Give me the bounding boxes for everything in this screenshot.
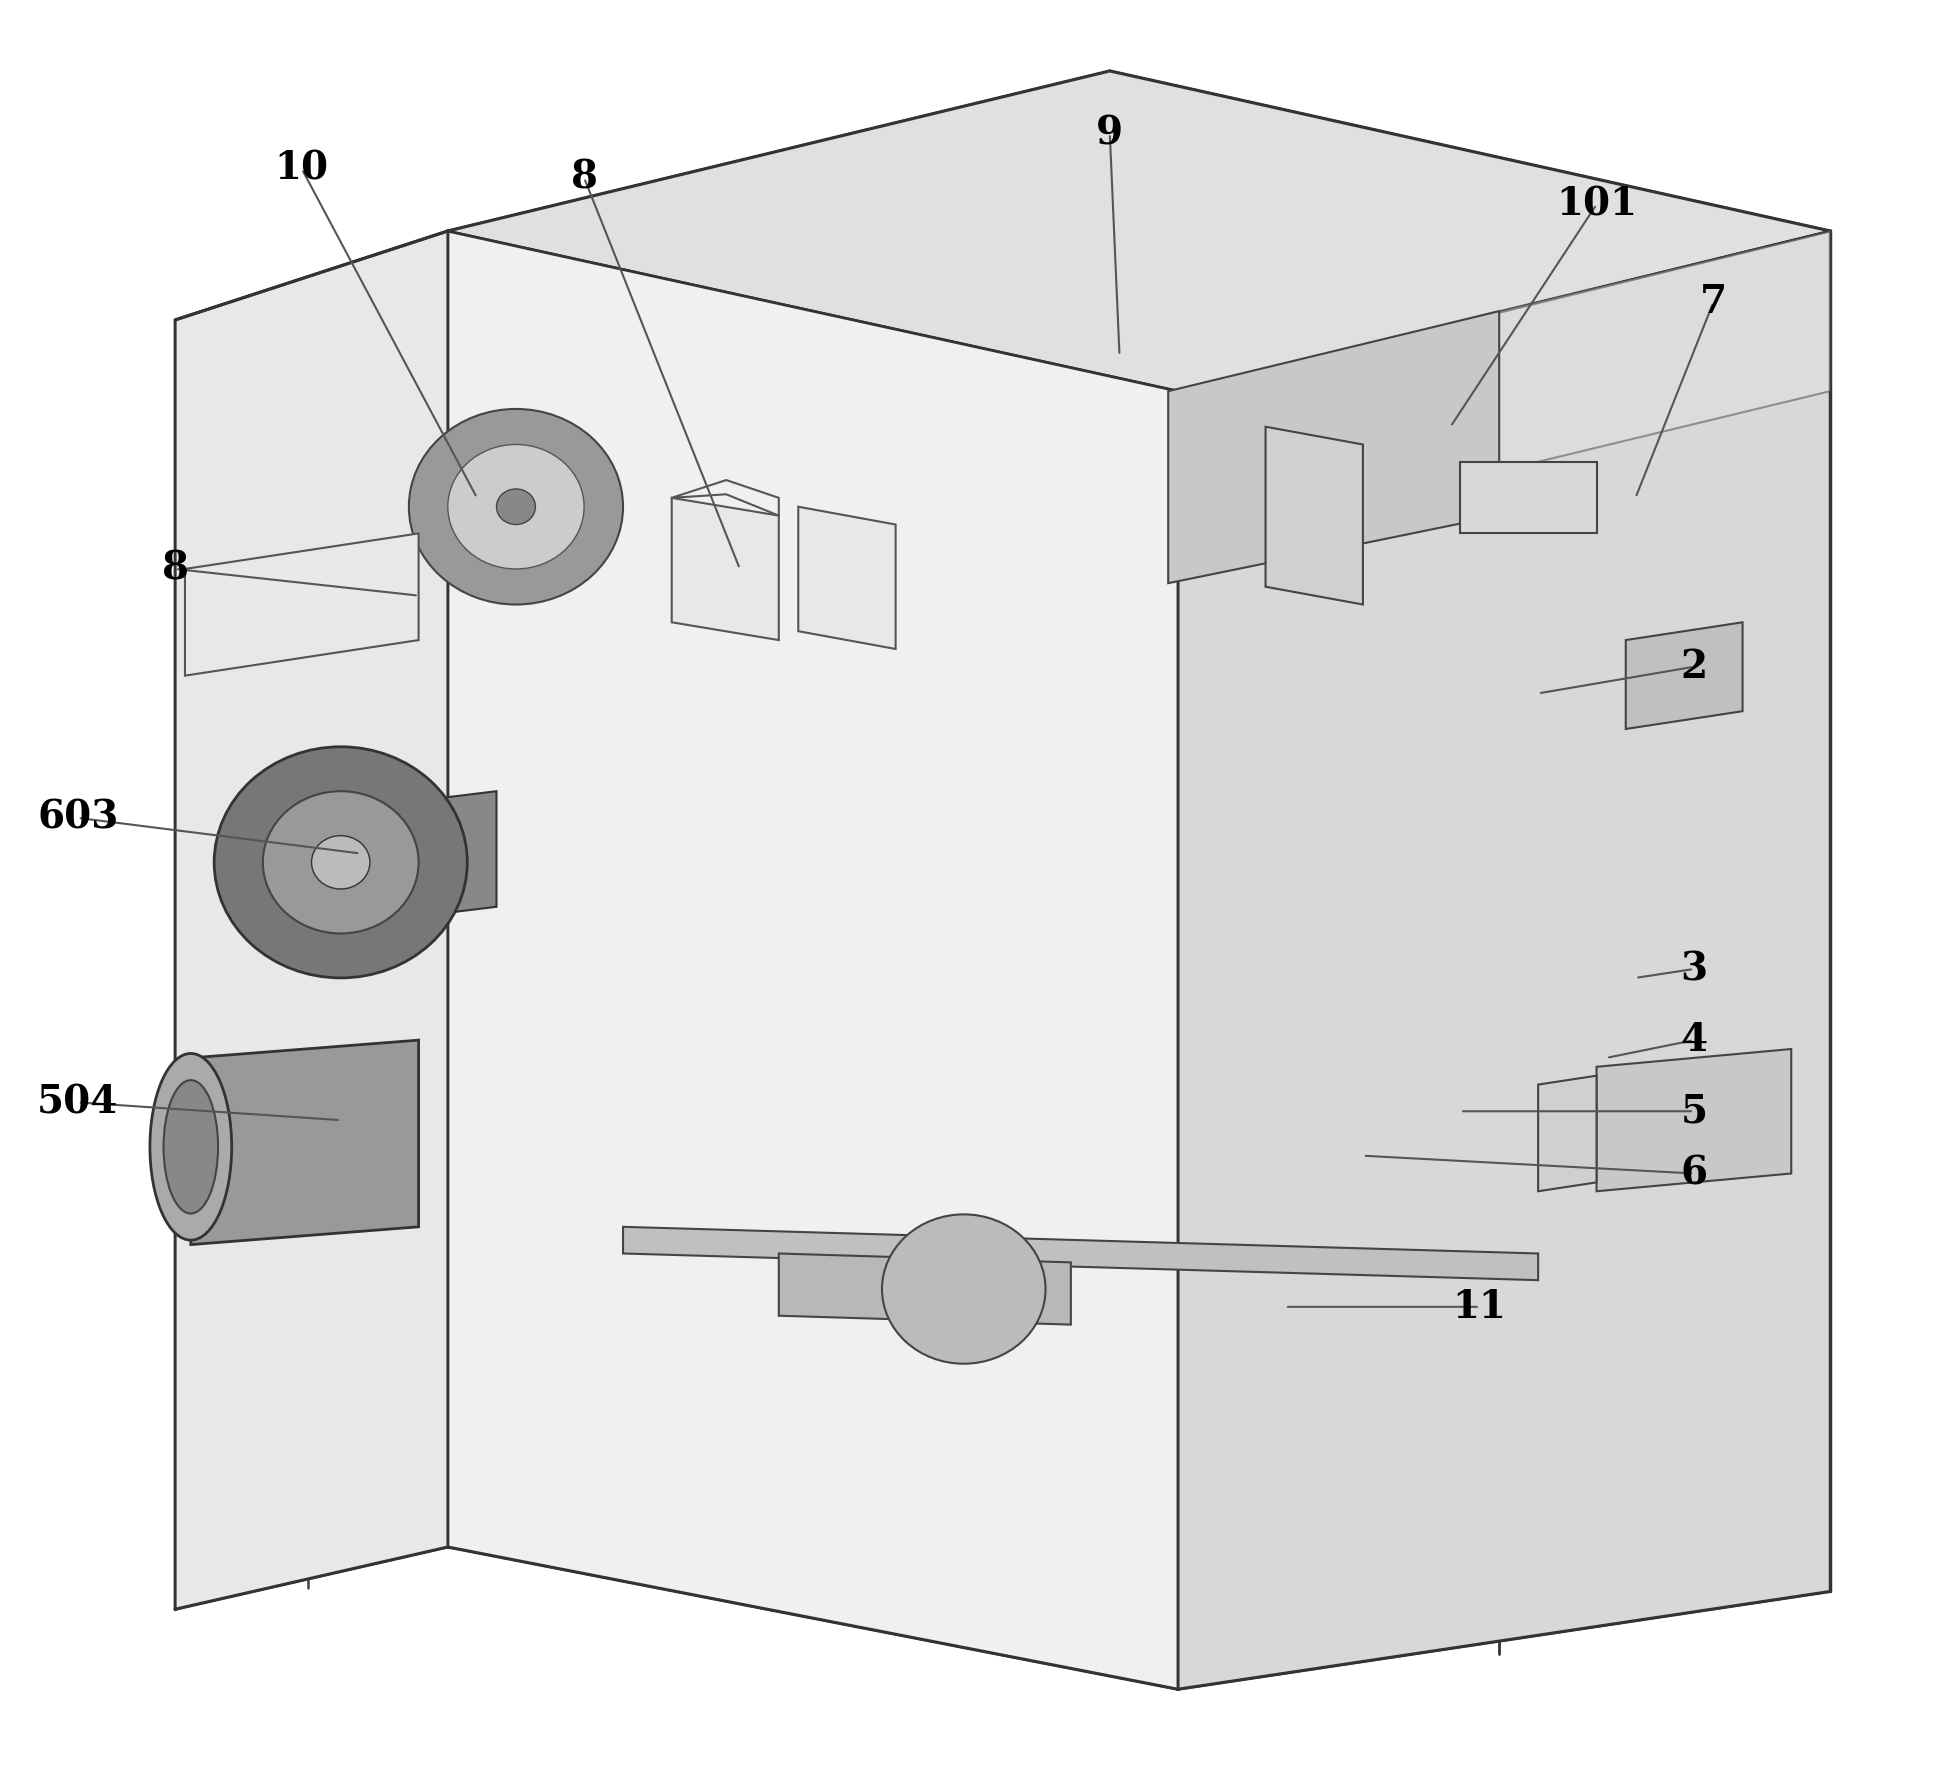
Polygon shape: [1168, 311, 1499, 583]
Polygon shape: [185, 533, 419, 676]
Ellipse shape: [164, 1081, 218, 1213]
Polygon shape: [672, 480, 779, 516]
Circle shape: [312, 836, 370, 889]
Text: 5: 5: [1680, 1092, 1708, 1131]
Polygon shape: [350, 791, 496, 925]
Text: 11: 11: [1452, 1287, 1507, 1326]
Text: 2: 2: [1680, 647, 1708, 686]
Polygon shape: [1538, 1076, 1597, 1191]
Ellipse shape: [150, 1053, 232, 1241]
Circle shape: [496, 489, 535, 525]
Polygon shape: [779, 1253, 1071, 1325]
Text: 9: 9: [1096, 114, 1123, 153]
Polygon shape: [191, 1040, 419, 1245]
Circle shape: [214, 747, 467, 978]
Polygon shape: [1178, 231, 1830, 551]
Text: 101: 101: [1556, 185, 1637, 224]
Circle shape: [409, 409, 623, 605]
Circle shape: [882, 1214, 1046, 1364]
Polygon shape: [1597, 1049, 1791, 1191]
Polygon shape: [672, 498, 779, 640]
Text: 10: 10: [275, 149, 329, 188]
Circle shape: [448, 444, 584, 569]
Text: 8: 8: [570, 158, 598, 197]
Polygon shape: [1626, 622, 1743, 729]
Text: 603: 603: [37, 798, 119, 837]
Text: 8: 8: [162, 549, 189, 589]
Polygon shape: [1460, 462, 1597, 533]
Polygon shape: [1266, 427, 1363, 605]
Polygon shape: [175, 231, 448, 1609]
Circle shape: [263, 791, 419, 933]
Text: 6: 6: [1680, 1154, 1708, 1193]
Text: 504: 504: [37, 1083, 119, 1122]
Text: 4: 4: [1680, 1021, 1708, 1060]
Text: 7: 7: [1700, 283, 1727, 322]
Polygon shape: [448, 231, 1178, 1689]
Polygon shape: [175, 231, 448, 320]
Polygon shape: [448, 71, 1830, 391]
Text: 3: 3: [1680, 949, 1708, 989]
Polygon shape: [623, 1227, 1538, 1280]
Polygon shape: [798, 507, 896, 649]
Polygon shape: [1178, 231, 1830, 1689]
